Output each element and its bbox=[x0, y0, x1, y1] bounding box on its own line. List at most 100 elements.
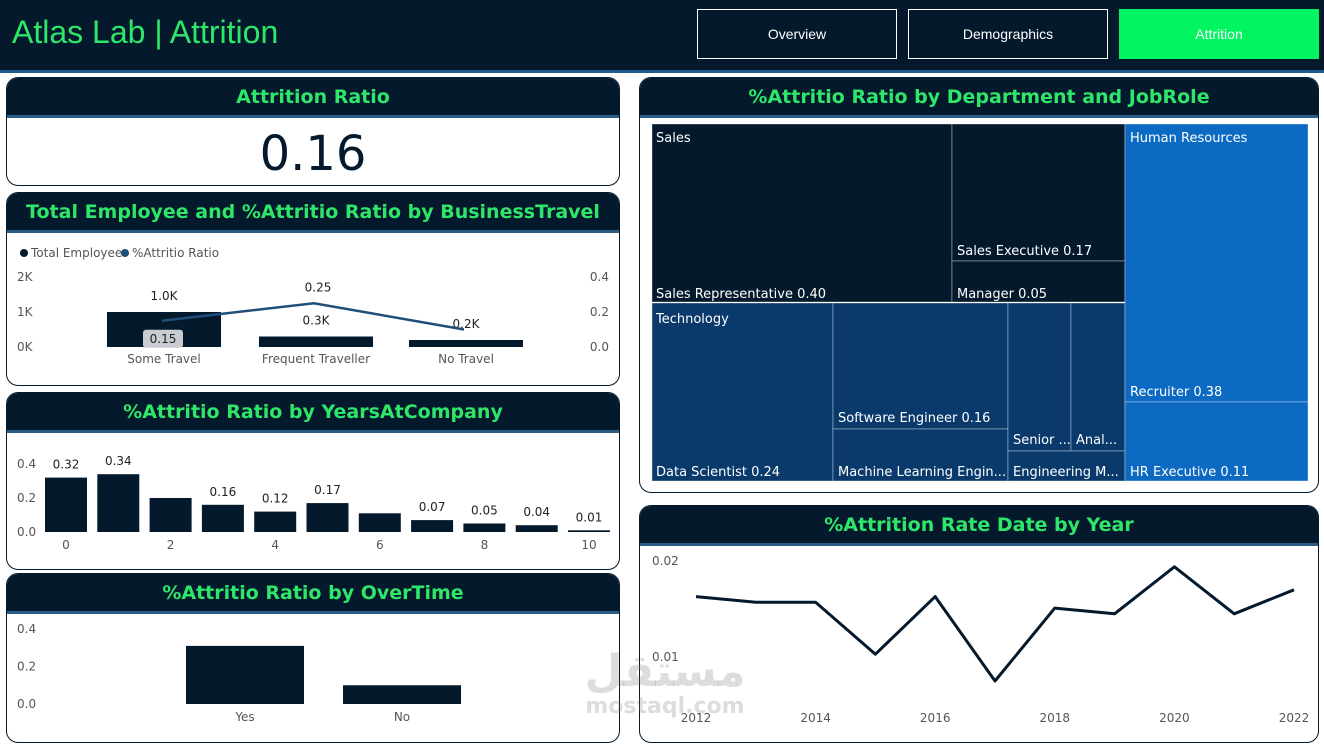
nav-overview-button[interactable]: Overview bbox=[697, 9, 897, 59]
department-label-sales: Sales bbox=[656, 131, 691, 146]
years-at-company-card: %Attritio Ratio by YearsAtCompany 0.4 0.2… bbox=[6, 392, 620, 570]
data-label: 0.32 bbox=[53, 458, 80, 472]
role-label-recruiter: Recruiter 0.38 bbox=[1130, 385, 1222, 400]
bar-total-employee bbox=[409, 340, 523, 347]
y-tick: 0.01 bbox=[652, 650, 679, 664]
legend-label-attrition-ratio: %Attritio Ratio bbox=[132, 246, 219, 260]
card-title: %Attritio Ratio by YearsAtCompany bbox=[7, 393, 619, 433]
data-label: 0.05 bbox=[471, 504, 498, 518]
y-tick: 0.2 bbox=[17, 491, 36, 505]
y-right-tick: 0.4 bbox=[590, 270, 609, 284]
y-tick: 0.4 bbox=[17, 622, 36, 636]
tile-manager bbox=[951, 260, 1126, 303]
page-title: Atlas Lab | Attrition bbox=[12, 14, 279, 50]
card-title: %Attritio Ratio by OverTime bbox=[7, 574, 619, 614]
bar-years-at-company bbox=[306, 503, 349, 532]
y-tick: 0.4 bbox=[17, 457, 36, 471]
role-label-hr-executive: HR Executive 0.11 bbox=[1130, 465, 1249, 480]
data-label: 0.07 bbox=[419, 500, 446, 514]
data-label: 0.12 bbox=[262, 492, 289, 506]
card-title: %Attrition Rate Date by Year bbox=[640, 506, 1318, 546]
tile-machine-learning-engineer bbox=[832, 428, 1009, 482]
legend-marker-attrition-ratio bbox=[121, 249, 129, 257]
attrition-by-year-chart: 0.02 0.01 2012 2014 2016 2018 2020 2022 bbox=[652, 554, 1309, 725]
years-at-company-chart: 0.4 0.2 0.0 0.32 0.34 0.16 0.12 0.17 0.07 0.05 0.0… bbox=[17, 454, 610, 552]
x-tick-label: 2020 bbox=[1159, 711, 1190, 725]
data-label: 0.04 bbox=[523, 505, 550, 519]
data-label-total-employee: 1.0K bbox=[151, 289, 179, 303]
overtime-card: %Attritio Ratio by OverTime 0.4 0.2 0.0 Yes… bbox=[6, 573, 620, 743]
tile-engineering-manager bbox=[1007, 450, 1126, 482]
x-tick-label: 10 bbox=[581, 538, 596, 552]
bar-years-at-company bbox=[149, 498, 192, 532]
role-label-senior: Senior ... bbox=[1013, 433, 1071, 448]
legend-label-total-employee: Total Employee bbox=[30, 246, 122, 260]
bar-years-at-company bbox=[358, 513, 401, 532]
y-tick: 0.0 bbox=[17, 697, 36, 711]
bar-years-at-company bbox=[463, 523, 506, 532]
series-line-attrition-ratio bbox=[161, 301, 465, 331]
department-jobrole-treemap: Sales Sales Representative 0.40 Sales Exec… bbox=[651, 123, 1309, 482]
attrition-ratio-value: 0.16 bbox=[259, 126, 367, 182]
y-left-tick: 1K bbox=[17, 305, 34, 319]
y-right-tick: 0.2 bbox=[590, 305, 609, 319]
tile-analyst bbox=[1070, 302, 1126, 452]
tile-software-engineer bbox=[832, 302, 1009, 430]
role-label-analyst: Anal... bbox=[1076, 433, 1117, 448]
card-title: Attrition Ratio bbox=[7, 78, 619, 118]
role-label-engineering-manager: Engineering M... bbox=[1013, 465, 1119, 480]
card-title: %Attritio Ratio by Department and JobRol… bbox=[640, 78, 1318, 118]
bar-years-at-company bbox=[515, 525, 558, 532]
y-left-tick: 2K bbox=[17, 270, 34, 284]
x-tick-label: 2014 bbox=[800, 711, 831, 725]
tile-sales-executive bbox=[951, 123, 1126, 262]
bar-years-at-company bbox=[411, 520, 454, 532]
department-jobrole-card: %Attritio Ratio by Department and JobRol… bbox=[639, 77, 1319, 493]
y-right-tick: 0.0 bbox=[590, 340, 609, 354]
data-label: 0.16 bbox=[210, 485, 237, 499]
bar-overtime bbox=[186, 645, 304, 704]
bar-total-employee bbox=[259, 336, 373, 347]
bar-overtime bbox=[343, 685, 461, 704]
department-label-human-resources: Human Resources bbox=[1130, 131, 1248, 146]
department-label-technology: Technology bbox=[655, 312, 729, 327]
bar-years-at-company bbox=[254, 511, 297, 532]
tile-senior bbox=[1007, 302, 1072, 452]
nav-attrition-button[interactable]: Attrition bbox=[1119, 9, 1319, 59]
y-tick: 0.0 bbox=[17, 525, 36, 539]
x-tick-label: 2012 bbox=[681, 711, 712, 725]
data-label-attrition-ratio: 0.25 bbox=[305, 280, 332, 294]
role-label-machine-learning-engineer: Machine Learning Engin... bbox=[838, 465, 1006, 480]
x-tick-label: No bbox=[394, 710, 410, 724]
data-label-total-employee: 0.3K bbox=[303, 314, 331, 328]
bar-years-at-company bbox=[568, 530, 610, 532]
business-travel-chart: Total Employee %Attritio Ratio 2K 1K 0K 0.4 0.… bbox=[17, 246, 609, 366]
x-tick-label: 6 bbox=[376, 538, 384, 552]
x-tick-label: 0 bbox=[62, 538, 70, 552]
x-tick-label: Yes bbox=[234, 710, 254, 724]
tile-data-scientist bbox=[651, 302, 834, 482]
role-label-sales-representative: Sales Representative 0.40 bbox=[656, 287, 826, 302]
role-label-manager: Manager 0.05 bbox=[957, 287, 1047, 302]
data-label: 0.01 bbox=[576, 510, 603, 524]
nav-demographics-button[interactable]: Demographics bbox=[908, 9, 1108, 59]
legend-marker-total-employee bbox=[20, 249, 28, 257]
x-tick-label: Some Travel bbox=[127, 352, 201, 366]
bar-years-at-company bbox=[45, 477, 87, 532]
data-label-attrition-ratio: 0.15 bbox=[150, 332, 177, 346]
x-tick-label: 4 bbox=[271, 538, 279, 552]
x-tick-label: No Travel bbox=[438, 352, 494, 366]
header-divider bbox=[0, 70, 1324, 73]
tile-recruiter bbox=[1124, 123, 1309, 403]
role-label-sales-executive: Sales Executive 0.17 bbox=[957, 244, 1092, 259]
y-tick: 0.2 bbox=[17, 660, 36, 674]
data-label: 0.17 bbox=[314, 483, 341, 497]
attrition-ratio-card: Attrition Ratio 0.16 bbox=[6, 77, 620, 186]
business-travel-card: Total Employee and %Attritio Ratio by Bu… bbox=[6, 192, 620, 386]
x-tick-label: 2016 bbox=[920, 711, 951, 725]
tile-sales-representative bbox=[651, 123, 953, 303]
series-line-attrition-rate bbox=[695, 565, 1295, 683]
tile-hr-executive bbox=[1124, 401, 1309, 482]
data-label: 0.34 bbox=[105, 454, 132, 468]
role-label-software-engineer: Software Engineer 0.16 bbox=[838, 411, 990, 426]
